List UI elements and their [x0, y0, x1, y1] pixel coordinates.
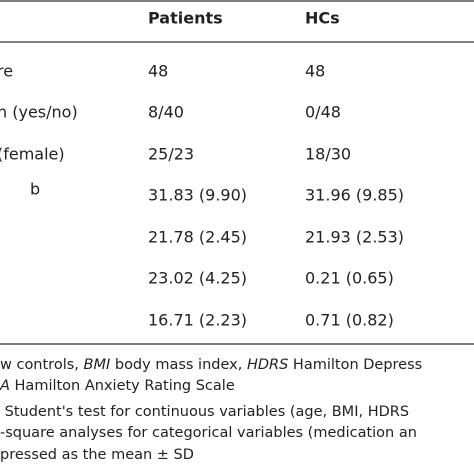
cell-value: 23.02 (4.25) [148, 269, 247, 288]
cell-value: 16.71 (2.23) [148, 311, 247, 330]
row-label: (female) [0, 145, 65, 164]
row-label: re [0, 62, 13, 81]
footnote: A Hamilton Anxiety Rating Scale [0, 378, 235, 394]
footnote-part: body mass index, [110, 357, 247, 373]
footnote-part: Student's test for continuous variables … [0, 404, 409, 420]
footnote: Student's test for continuous variables … [0, 404, 409, 420]
cell-value: 8/40 [148, 103, 184, 122]
cell-value: 31.96 (9.85) [305, 186, 404, 205]
footnote-part: A [0, 378, 10, 394]
footnote-part: pressed as the mean ± SD [0, 447, 194, 463]
footnote-part: -square analyses for categorical variabl… [0, 425, 417, 441]
cell-value: 0.71 (0.82) [305, 311, 394, 330]
footnote-part: w controls, [0, 357, 84, 373]
cell-value: 18/30 [305, 145, 351, 164]
column-header: HCs [305, 9, 340, 28]
cell-value: 48 [148, 62, 168, 81]
row-label: b [30, 180, 40, 199]
cell-value: 31.83 (9.90) [148, 186, 247, 205]
cell-value: 21.93 (2.53) [305, 228, 404, 247]
row-label: n (yes/no) [0, 103, 78, 122]
cell-value: 0/48 [305, 103, 341, 122]
footnote: -square analyses for categorical variabl… [0, 425, 417, 441]
footnote: w controls, BMI body mass index, HDRS Ha… [0, 357, 422, 373]
cell-value: 25/23 [148, 145, 194, 164]
cell-value: 0.21 (0.65) [305, 269, 394, 288]
footnote-part: Hamilton Anxiety Rating Scale [10, 378, 235, 394]
cell-value: 48 [305, 62, 325, 81]
footnote-part: Hamilton Depress [288, 357, 422, 373]
column-header: Patients [148, 9, 223, 28]
footnote-part: HDRS [247, 357, 288, 373]
footnote-part: BMI [84, 357, 111, 373]
cell-value: 21.78 (2.45) [148, 228, 247, 247]
footnote: pressed as the mean ± SD [0, 447, 194, 463]
